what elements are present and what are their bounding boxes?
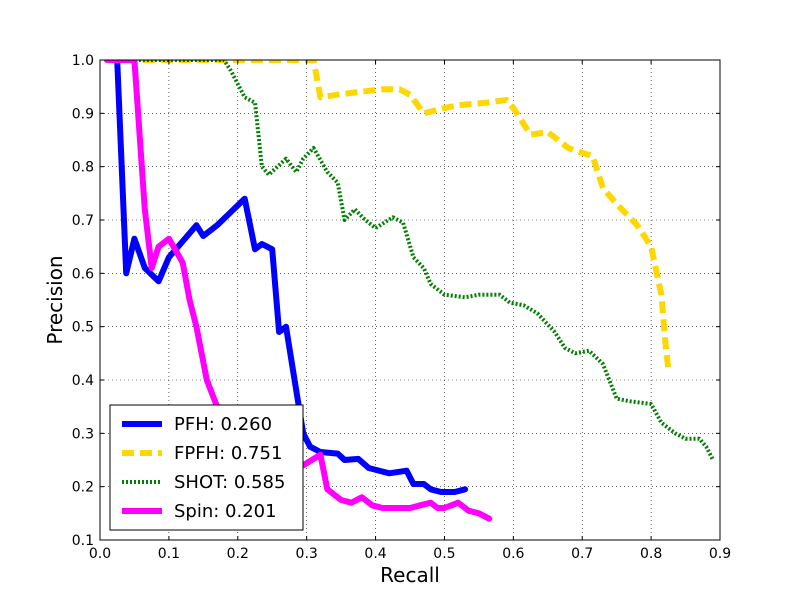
axis-ticks: 0.0 0.1 0.2 0.3 0.4 0.5 0.6 0.7 0.8 0.90.10.20.30…	[72, 53, 731, 562]
legend-label-spin: Spin: 0.201	[174, 501, 277, 522]
x-tick-label: 0.2	[227, 546, 249, 562]
y-axis-title: Precision	[43, 255, 67, 344]
y-tick-label: 0.7	[72, 213, 94, 229]
x-tick-label: 0.0	[89, 546, 111, 562]
legend: PFH: 0.260 FPFH: 0.751 SHOT: 0.585 Spin: 0.…	[109, 404, 304, 531]
y-tick-label: 0.4	[72, 373, 94, 389]
x-tick-label: 0.4	[364, 546, 386, 562]
y-tick-label: 0.9	[72, 106, 94, 122]
y-tick-label: 0.5	[72, 320, 94, 336]
x-tick-label: 0.7	[571, 546, 593, 562]
legend-label-pfh: PFH: 0.260	[174, 414, 272, 435]
y-tick-label: 0.8	[72, 160, 94, 176]
grid-lines	[100, 60, 720, 540]
x-tick-label: 0.5	[433, 546, 455, 562]
x-tick-label: 0.8	[640, 546, 662, 562]
legend-label-fpfh: FPFH: 0.751	[174, 443, 282, 464]
legend-label-shot: SHOT: 0.585	[174, 472, 285, 493]
y-tick-label: 0.2	[72, 480, 94, 496]
y-tick-label: 1.0	[72, 53, 94, 69]
x-tick-label: 0.9	[709, 546, 731, 562]
y-tick-label: 0.6	[72, 266, 94, 282]
series-line-shot	[106, 60, 715, 461]
x-tick-label: 0.6	[502, 546, 524, 562]
x-tick-label: 0.1	[158, 546, 180, 562]
y-tick-label: 0.3	[72, 426, 94, 442]
x-axis-title: Recall	[380, 563, 440, 587]
x-tick-label: 0.3	[296, 546, 318, 562]
plot-frame	[99, 59, 721, 541]
series-line-fpfh	[106, 60, 672, 370]
y-tick-label: 0.1	[72, 533, 94, 549]
